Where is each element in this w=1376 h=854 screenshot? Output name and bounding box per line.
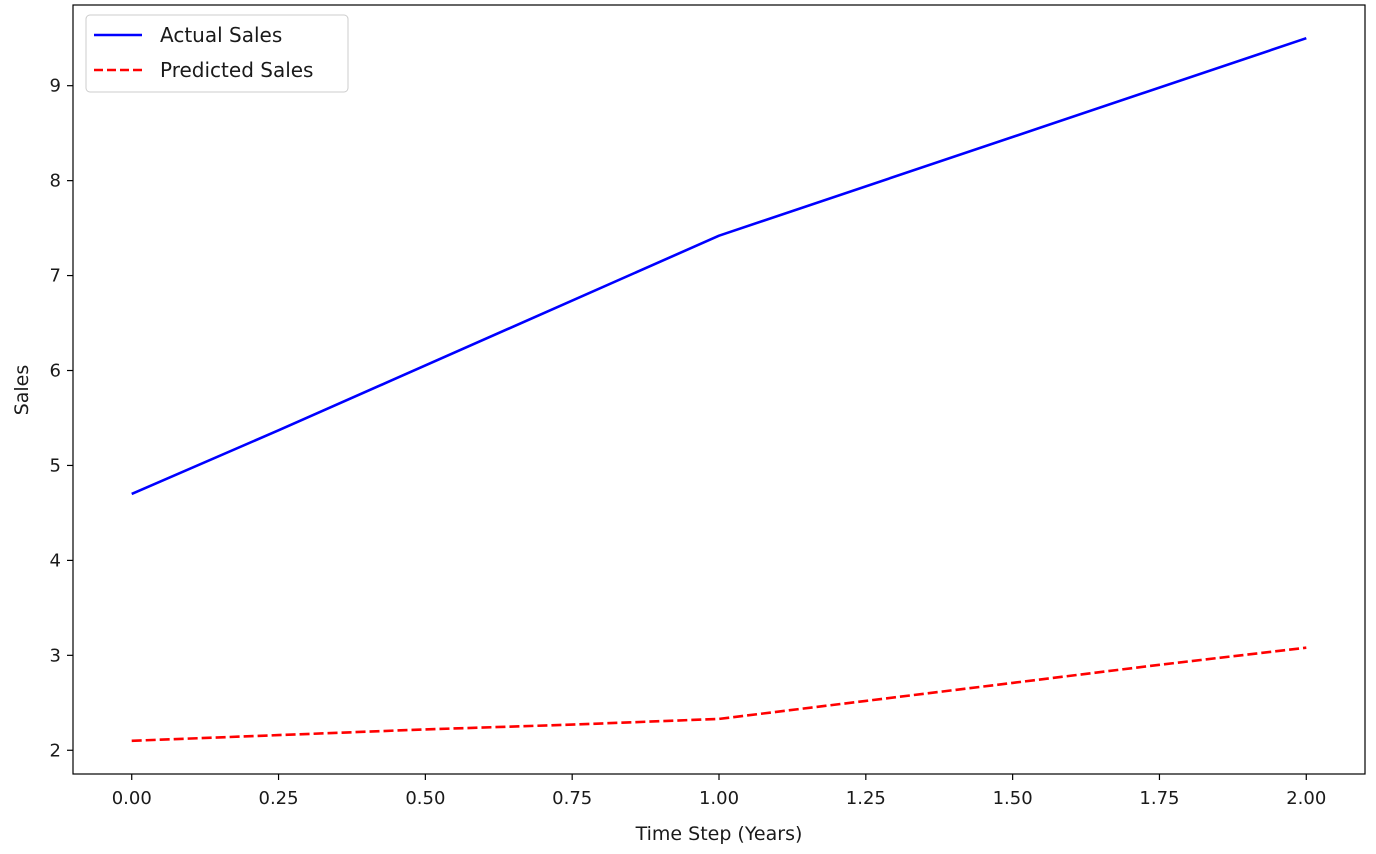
y-tick-label: 2 [50, 740, 61, 761]
y-tick-label: 7 [50, 266, 61, 287]
y-tick-label: 9 [50, 76, 61, 97]
y-axis-ticks: 2 3 4 5 6 7 8 9 [50, 76, 73, 761]
series-layer [131, 36, 1307, 743]
x-tick-label: 0.50 [405, 788, 445, 809]
legend-label-predicted-sales: Predicted Sales [160, 58, 313, 82]
legend-label-actual-sales: Actual Sales [160, 23, 282, 47]
x-tick-label: 1.75 [1139, 788, 1179, 809]
y-tick-label: 8 [50, 171, 61, 192]
x-axis-ticks: 0.00 0.25 0.50 0.75 1.00 1.25 1.50 1.75 2.00 [112, 774, 1326, 809]
y-tick-label: 5 [50, 455, 61, 476]
x-tick-label: 2.00 [1286, 788, 1326, 809]
series-line-predicted-sales [131, 646, 1307, 743]
y-tick-label: 4 [50, 550, 61, 571]
y-tick-label: 6 [50, 361, 61, 382]
x-axis-label: Time Step (Years) [635, 823, 803, 845]
legend: Actual Sales Predicted Sales [85, 14, 349, 93]
y-tick-label: 3 [50, 645, 61, 666]
x-tick-label: 1.50 [993, 788, 1033, 809]
y-axis-label: Sales [11, 365, 33, 416]
x-tick-label: 1.25 [846, 788, 886, 809]
x-tick-label: 0.75 [552, 788, 592, 809]
plot-area-background [73, 5, 1365, 774]
x-tick-label: 1.00 [699, 788, 739, 809]
series-line-actual-sales [131, 36, 1307, 496]
x-tick-label: 0.25 [259, 788, 299, 809]
x-tick-label: 0.00 [112, 788, 152, 809]
legend-box [85, 14, 349, 93]
